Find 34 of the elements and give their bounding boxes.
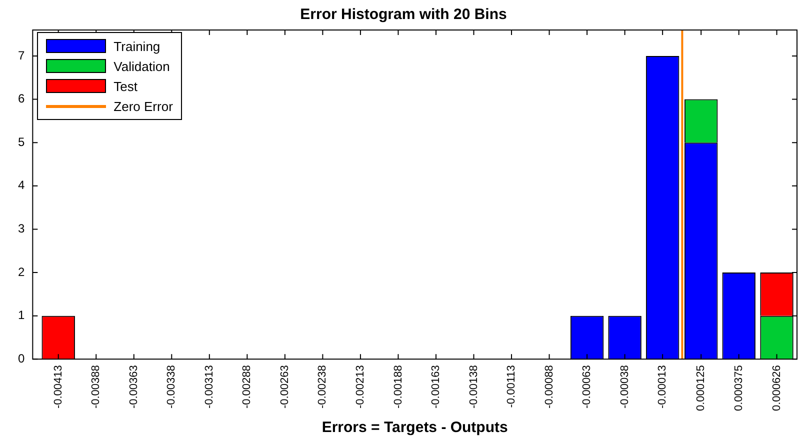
legend-label: Test [114,78,138,94]
x-tick-label: -0.00388 [90,365,102,409]
x-tick-label: -0.00313 [203,365,216,409]
x-tick-label: 0.000125 [695,365,708,412]
y-tick-label: 5 [18,134,25,149]
x-tick-label: -0.00213 [354,365,366,409]
x-tick-label: -0.00363 [128,365,140,409]
y-tick-label: 3 [18,222,25,236]
legend-label: Zero Error [114,98,173,114]
x-tick-label: -0.00013 [656,365,669,409]
legend-label: Training [114,38,160,54]
y-tick-label: 7 [18,48,25,62]
x-tick-label: -0.00038 [618,365,631,409]
x-axis-title: Errors = Targets - Outputs [322,419,508,436]
legend-label: Validation [114,58,170,74]
x-tick-label: 0.000626 [770,365,783,412]
y-tick-label: 4 [18,178,25,192]
y-tick-label: 6 [18,92,25,106]
y-tick-label: 0 [18,351,25,366]
x-tick-label: -0.00088 [543,365,556,409]
y-tick-label: 1 [18,308,25,322]
x-tick-label: -0.00188 [392,365,404,409]
x-tick-label: -0.00063 [581,365,594,409]
x-tick-label: -0.00138 [468,365,480,409]
x-tick-label: -0.00238 [316,365,329,409]
x-tick-label: -0.00113 [506,365,518,408]
chart-title: Error Histogram with 20 Bins [300,6,507,24]
x-tick-label: -0.00413 [52,365,64,409]
x-tick-label: -0.00263 [278,365,291,409]
x-tick-label: -0.00288 [241,365,254,409]
x-tick-label: -0.00163 [430,365,442,409]
x-tick-label: -0.00338 [166,365,178,409]
y-tick-label: 2 [18,264,25,279]
x-tick-label: 0.000375 [732,365,745,412]
